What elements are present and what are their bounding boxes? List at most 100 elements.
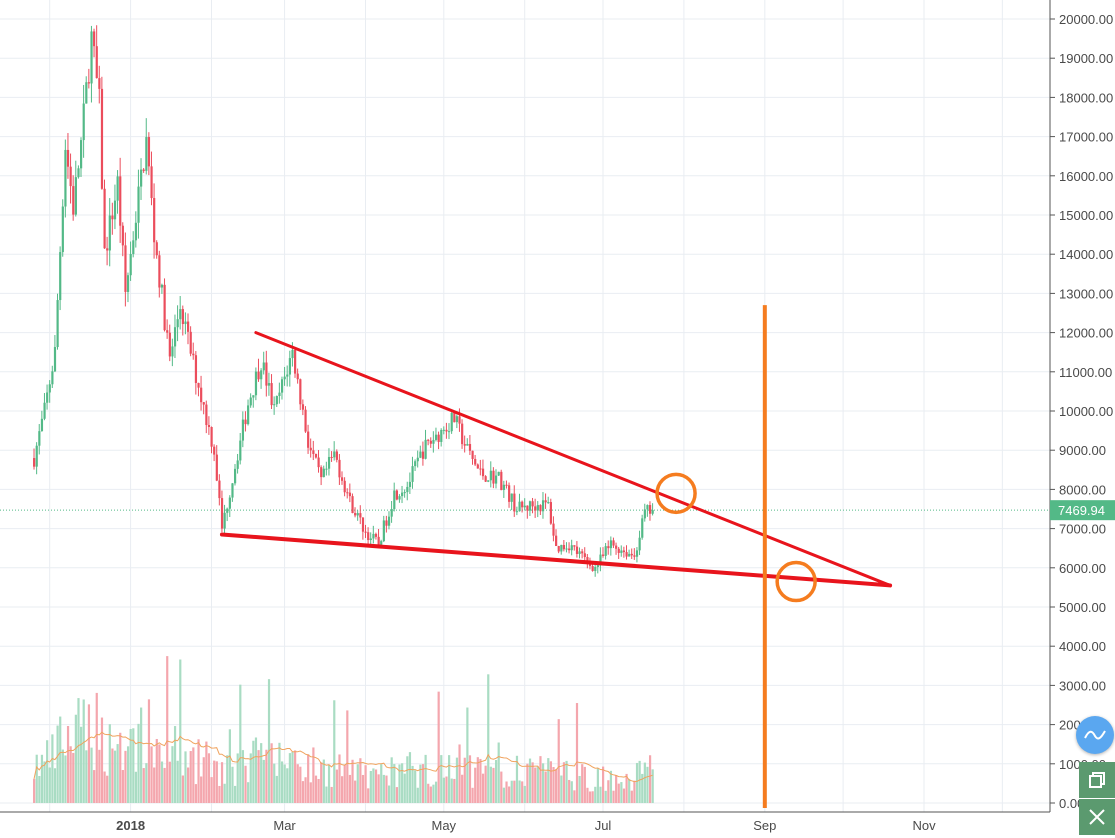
volume-bar <box>607 780 610 803</box>
candle-body <box>126 275 130 292</box>
candle-body <box>137 186 140 223</box>
price-tick-label: 4000.00 <box>1059 639 1106 654</box>
candle-body <box>140 169 143 187</box>
candle-body <box>505 484 508 486</box>
candle-body <box>40 418 44 432</box>
volume-bar <box>200 776 203 803</box>
candle-body <box>555 535 558 547</box>
volume-bar <box>247 782 250 803</box>
volume-bar <box>301 781 305 803</box>
volume-bar <box>51 734 54 803</box>
candle-body <box>367 532 370 541</box>
candle-body <box>518 501 521 512</box>
volume-bar <box>74 714 77 803</box>
close-button[interactable] <box>1079 799 1115 835</box>
volume-bar <box>43 761 46 803</box>
volume-bar <box>356 764 359 803</box>
candle-body <box>622 550 626 553</box>
candle-body <box>262 362 265 371</box>
volume-bar <box>528 758 532 803</box>
volume-bar <box>228 729 231 803</box>
volume-bar <box>150 746 153 803</box>
candle-body <box>500 471 503 490</box>
candle-body <box>549 502 552 524</box>
volume-bar <box>126 746 130 803</box>
candle-body <box>343 480 346 493</box>
price-tick-label: 13000.00 <box>1059 286 1113 301</box>
volume-bar <box>359 758 362 803</box>
candle-body <box>93 31 96 47</box>
volume-bar <box>132 728 135 803</box>
volume-bar <box>106 775 109 803</box>
candle-body <box>557 546 560 552</box>
candle-body <box>247 405 250 425</box>
volume-bar <box>124 750 127 803</box>
candle-body <box>194 355 198 383</box>
candle-body <box>48 384 51 393</box>
candle-body <box>401 492 404 497</box>
volume-bar <box>38 775 41 803</box>
candle-body <box>395 490 399 500</box>
volume-bar <box>377 774 380 803</box>
candle-body <box>607 546 610 549</box>
volume-bar <box>142 768 145 803</box>
volume-bar <box>265 749 268 803</box>
volume-bar <box>90 747 93 803</box>
candle-body <box>147 137 151 167</box>
candle-body <box>184 321 187 325</box>
candle-body <box>176 319 179 328</box>
compare-button[interactable] <box>1076 716 1114 754</box>
price-tick-label: 18000.00 <box>1059 90 1113 105</box>
candle-body <box>320 467 323 478</box>
volume-bar <box>635 762 639 803</box>
price-tick-label: 9000.00 <box>1059 443 1106 458</box>
price-tick-label: 10000.00 <box>1059 404 1113 419</box>
price-axis[interactable]: 20000.00 19000.00 18000.00 17000.00 16000.00… <box>1049 0 1115 812</box>
volume-bar <box>372 768 375 803</box>
price-tick-label: 3000.00 <box>1059 678 1106 693</box>
volume-bar <box>481 773 485 803</box>
candle-body <box>168 332 171 357</box>
volume-bar <box>455 757 459 803</box>
volume-bar <box>121 770 124 803</box>
candle-body <box>181 309 184 325</box>
volume-bar <box>489 766 492 803</box>
candle-body <box>419 451 422 458</box>
volume-bar <box>48 767 51 803</box>
candle-body <box>100 88 104 189</box>
candle-body <box>155 242 158 256</box>
volume-bar <box>398 764 401 803</box>
volume-bar <box>617 783 620 803</box>
candle-body <box>523 505 526 508</box>
volume-bar <box>549 761 552 803</box>
candle-body <box>377 536 380 545</box>
candle-body <box>427 439 430 441</box>
marker-circle <box>775 560 817 603</box>
volume-bar <box>119 732 122 803</box>
volume-bar <box>226 755 229 803</box>
volume-bar <box>521 781 524 803</box>
candle-body <box>210 426 213 447</box>
volume-bar <box>166 656 169 803</box>
restore-button[interactable] <box>1079 762 1115 798</box>
candle-body <box>526 505 529 511</box>
candle-body <box>348 492 352 497</box>
drawings[interactable] <box>219 305 893 808</box>
candle-body <box>111 215 114 220</box>
time-tick-label: Jul <box>595 818 612 833</box>
candle-body <box>648 505 652 514</box>
volume-bar <box>46 740 49 803</box>
volume-bar <box>260 743 263 803</box>
volume-bar <box>213 760 216 803</box>
volume-bar <box>393 764 396 803</box>
candle-body <box>252 395 255 398</box>
volume-bar <box>534 767 537 803</box>
volume-bar <box>442 777 445 803</box>
candle-body <box>594 567 597 571</box>
candle-body <box>544 500 547 503</box>
candle-body <box>359 513 362 518</box>
volume-ma <box>33 731 653 783</box>
time-axis[interactable]: 2018 Mar May Jul Sep Nov <box>0 811 1050 833</box>
candle-body <box>113 200 117 220</box>
